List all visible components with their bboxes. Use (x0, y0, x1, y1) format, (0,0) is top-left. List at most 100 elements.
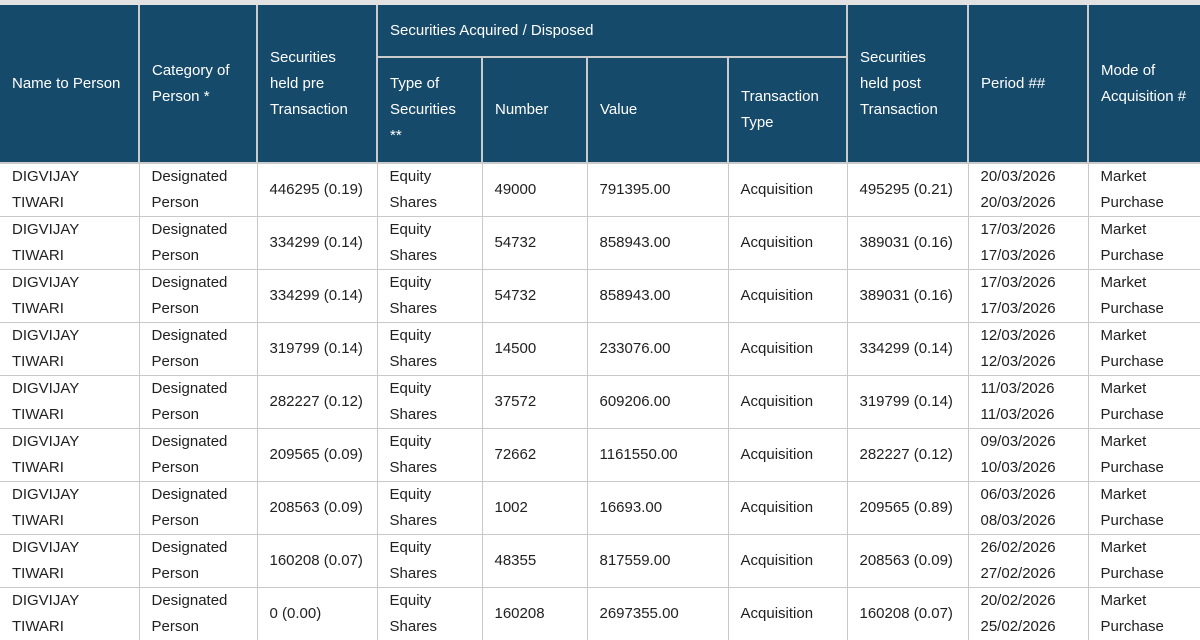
cell-number: 1002 (494, 499, 528, 516)
cell-type: Equity Shares (389, 327, 438, 370)
table-body: DIGVIJAY TIWARI Designated Person 446295… (0, 162, 1200, 640)
cell-post: 209565 (0.89) (859, 499, 953, 516)
cell-mode: Market Purchase (1100, 486, 1164, 529)
col-header-mode-of-acquisition: Mode of Acquisition # (1087, 5, 1200, 164)
cell-mode: Market Purchase (1100, 539, 1164, 582)
table-row: DIGVIJAY TIWARI Designated Person 0 (0.0… (0, 587, 1200, 640)
cell-type: Equity Shares (389, 539, 438, 582)
cell-category: Designated Person (151, 327, 228, 370)
cell-period: 09/03/2026 10/03/2026 (980, 433, 1056, 476)
cell-pre: 282227 (0.12) (269, 393, 363, 410)
cell-pre: 446295 (0.19) (269, 181, 363, 198)
col-header-securities-held-post: Securities held post Transaction (846, 5, 969, 164)
cell-mode: Market Purchase (1100, 168, 1164, 211)
cell-category: Designated Person (151, 592, 228, 636)
cell-number: 54732 (494, 287, 537, 304)
cell-type: Equity Shares (389, 274, 438, 317)
cell-value: 817559.00 (599, 552, 671, 569)
cell-type: Equity Shares (389, 433, 438, 476)
cell-mode: Market Purchase (1100, 592, 1164, 636)
cell-txn: Acquisition (740, 499, 814, 516)
cell-period: 17/03/2026 17/03/2026 (980, 274, 1056, 317)
table-row: DIGVIJAY TIWARI Designated Person 208563… (0, 481, 1200, 535)
cell-type: Equity Shares (389, 592, 438, 636)
table-row: DIGVIJAY TIWARI Designated Person 446295… (0, 162, 1200, 217)
table-row: DIGVIJAY TIWARI Designated Person 334299… (0, 269, 1200, 323)
cell-value: 858943.00 (599, 287, 671, 304)
cell-txn: Acquisition (740, 340, 814, 357)
cell-post: 389031 (0.16) (859, 287, 953, 304)
cell-period: 20/03/2026 20/03/2026 (980, 168, 1056, 211)
cell-number: 54732 (494, 234, 537, 251)
header-group-row: Name to Person Category of Person * Secu… (0, 5, 1200, 164)
cell-txn: Acquisition (740, 287, 814, 304)
cell-mode: Market Purchase (1100, 433, 1164, 476)
cell-period: 11/03/2026 11/03/2026 (980, 380, 1055, 423)
cell-value: 609206.00 (599, 393, 671, 410)
table-row: DIGVIJAY TIWARI Designated Person 209565… (0, 428, 1200, 482)
cell-post: 495295 (0.21) (859, 181, 953, 198)
cell-post: 389031 (0.16) (859, 234, 953, 251)
table-row: DIGVIJAY TIWARI Designated Person 282227… (0, 375, 1200, 429)
cell-name: DIGVIJAY TIWARI (12, 274, 79, 317)
cell-number: 14500 (494, 340, 537, 357)
cell-name: DIGVIJAY TIWARI (12, 433, 79, 476)
cell-txn: Acquisition (740, 181, 814, 198)
cell-txn: Acquisition (740, 446, 814, 463)
cell-name: DIGVIJAY TIWARI (12, 592, 79, 636)
col-header-type-of-securities: Type of Securities ** (377, 56, 483, 164)
cell-period: 20/02/2026 25/02/2026 (980, 592, 1056, 636)
table-row: DIGVIJAY TIWARI Designated Person 319799… (0, 322, 1200, 376)
cell-value: 16693.00 (599, 499, 663, 516)
cell-txn: Acquisition (740, 605, 814, 623)
col-header-period: Period ## (967, 5, 1089, 164)
col-header-value: Value (586, 56, 729, 164)
col-header-securities-held-pre: Securities held pre Transaction (256, 5, 378, 164)
col-header-number: Number (481, 56, 588, 164)
cell-name: DIGVIJAY TIWARI (12, 380, 79, 423)
cell-txn: Acquisition (740, 393, 814, 410)
cell-period: 12/03/2026 12/03/2026 (980, 327, 1056, 370)
cell-category: Designated Person (151, 486, 228, 529)
cell-number: 72662 (494, 446, 537, 463)
cell-category: Designated Person (151, 221, 228, 264)
cell-category: Designated Person (151, 539, 228, 582)
cell-number: 48355 (494, 552, 537, 569)
cell-pre: 0 (0.00) (269, 605, 322, 623)
cell-name: DIGVIJAY TIWARI (12, 539, 79, 582)
cell-type: Equity Shares (389, 221, 438, 264)
cell-number: 49000 (494, 181, 537, 198)
cell-value: 2697355.00 (599, 605, 679, 623)
cell-category: Designated Person (151, 274, 228, 317)
cell-type: Equity Shares (389, 486, 438, 529)
cell-value: 1161550.00 (599, 446, 678, 463)
cell-post: 282227 (0.12) (859, 446, 953, 463)
cell-pre: 208563 (0.09) (269, 499, 363, 516)
cell-mode: Market Purchase (1100, 380, 1164, 423)
cell-period: 17/03/2026 17/03/2026 (980, 221, 1056, 264)
table-row: DIGVIJAY TIWARI Designated Person 334299… (0, 216, 1200, 270)
cell-period: 06/03/2026 08/03/2026 (980, 486, 1056, 529)
group-header-securities-acquired-disposed: Securities Acquired / Disposed (376, 5, 848, 58)
cell-number: 37572 (494, 393, 537, 410)
cell-mode: Market Purchase (1100, 221, 1164, 264)
col-header-name-to-person: Name to Person (0, 5, 140, 164)
cell-type: Equity Shares (389, 380, 438, 423)
cell-post: 208563 (0.09) (859, 552, 953, 569)
header-sub-row: Type of Securities ** Number Value Trans… (0, 56, 1200, 164)
col-header-transaction-type: Transaction Type (727, 56, 848, 164)
cell-pre: 209565 (0.09) (269, 446, 363, 463)
cell-value: 233076.00 (599, 340, 671, 357)
cell-category: Designated Person (151, 168, 228, 211)
table-row: DIGVIJAY TIWARI Designated Person 160208… (0, 534, 1200, 588)
cell-mode: Market Purchase (1100, 327, 1164, 370)
cell-value: 791395.00 (599, 181, 671, 198)
cell-name: DIGVIJAY TIWARI (12, 221, 79, 264)
table-header: Name to Person Category of Person * Secu… (0, 5, 1200, 164)
cell-post: 334299 (0.14) (859, 340, 953, 357)
cell-pre: 334299 (0.14) (269, 287, 363, 304)
cell-pre: 334299 (0.14) (269, 234, 363, 251)
col-header-category-of-person: Category of Person * (138, 5, 258, 164)
cell-name: DIGVIJAY TIWARI (12, 327, 79, 370)
cell-period: 26/02/2026 27/02/2026 (980, 539, 1056, 582)
